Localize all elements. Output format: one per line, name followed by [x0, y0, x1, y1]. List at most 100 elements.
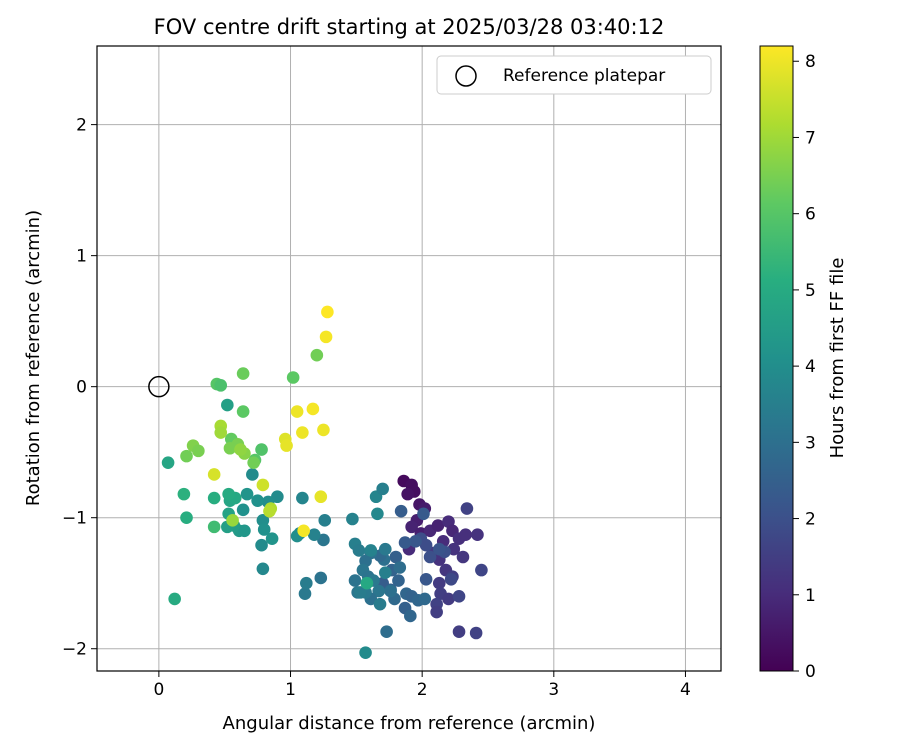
x-axis-ticks: 0 1 2 3 4 — [153, 671, 691, 700]
scatter-point — [207, 491, 221, 505]
scatter-point — [177, 487, 191, 501]
scatter-point — [384, 584, 397, 598]
scatter-point — [364, 544, 378, 557]
legend-label: Reference platepar — [503, 66, 665, 86]
scatter-point — [475, 563, 488, 577]
scatter-point — [432, 542, 446, 556]
scatter-point — [192, 444, 205, 458]
scatter-point — [247, 456, 260, 469]
scatter-point — [452, 625, 466, 638]
legend: Reference platepar — [436, 55, 712, 95]
scatter-point — [236, 367, 250, 380]
colorbar-tick-label: 0 — [805, 662, 816, 682]
scatter-point — [346, 512, 359, 526]
scatter-point — [352, 544, 366, 557]
scatter-point — [460, 502, 474, 515]
scatter-point — [296, 491, 309, 505]
x-tick-label: 2 — [417, 680, 428, 700]
scatter-point — [180, 511, 193, 524]
scatter-point — [401, 487, 414, 501]
scatter-point — [321, 305, 334, 319]
scatter-point — [256, 478, 270, 492]
y-axis-ticks: −2 −1 0 1 2 — [62, 116, 97, 660]
colorbar-ticks: 0 1 2 3 4 5 6 7 8 — [793, 52, 816, 682]
scatter-point — [297, 524, 310, 538]
scatter-point — [271, 490, 284, 504]
scatter-point — [398, 536, 412, 549]
scatter-point — [353, 586, 367, 599]
scatter-point — [469, 626, 483, 640]
colorbar-label: Hours from first FF file — [827, 258, 848, 459]
y-tick-label: 0 — [76, 378, 87, 398]
scatter-point — [431, 519, 445, 532]
scatter-point — [251, 494, 264, 507]
colorbar-tick-label: 3 — [805, 433, 816, 453]
colorbar-tick-label: 2 — [805, 510, 816, 530]
scatter-point — [318, 514, 332, 527]
scatter-point — [317, 423, 330, 437]
scatter-point — [359, 646, 372, 659]
scatter-point — [432, 576, 446, 590]
y-tick-label: −1 — [62, 509, 87, 529]
scatter-point — [263, 504, 276, 518]
y-tick-label: −2 — [62, 640, 87, 660]
colorbar-tick-label: 7 — [805, 128, 816, 148]
scatter-point — [256, 562, 270, 576]
scatter-point — [442, 592, 455, 606]
x-axis-label: Angular distance from reference (arcmin) — [223, 713, 596, 734]
scatter-point — [404, 609, 417, 623]
scatter-point — [419, 572, 433, 586]
scatter-point — [371, 507, 384, 521]
scatter-point — [236, 405, 250, 418]
scatter-point — [373, 597, 387, 611]
scatter-point — [393, 561, 407, 574]
colorbar-gradient — [759, 45, 794, 672]
scatter-point — [290, 405, 304, 418]
colorbar-tick-label: 5 — [805, 281, 816, 301]
scatter-point — [405, 520, 418, 534]
grid-lines — [97, 46, 721, 671]
x-tick-label: 0 — [153, 680, 164, 700]
scatter-point — [221, 398, 234, 412]
chart-title: FOV centre drift starting at 2025/03/28 … — [154, 15, 665, 39]
plot-frame — [96, 45, 722, 672]
scatter-point — [423, 550, 437, 564]
scatter-point — [240, 487, 254, 501]
reference-platepar-marker — [148, 375, 170, 398]
legend-box — [436, 55, 712, 95]
scatter-point — [319, 330, 333, 344]
scatter-point — [348, 574, 362, 587]
x-tick-label: 3 — [548, 680, 559, 700]
x-tick-label: 1 — [285, 680, 296, 700]
scatter-point — [257, 523, 271, 536]
colorbar-tick-label: 6 — [805, 205, 816, 225]
scatter-point — [168, 592, 181, 606]
scatter-point — [300, 576, 313, 590]
scatter-point — [222, 487, 235, 501]
scatter-point — [286, 371, 300, 384]
scatter-point — [161, 456, 175, 469]
scatter-point — [234, 443, 247, 456]
scatter-point — [409, 534, 422, 548]
scatter-point — [226, 514, 239, 527]
scatter-point — [298, 587, 312, 600]
scatter-point — [310, 348, 324, 362]
scatter-point — [471, 528, 484, 542]
y-tick-label: 1 — [76, 247, 87, 267]
legend-marker-icon — [455, 65, 477, 87]
colorbar: 0 1 2 3 4 5 6 7 8 Hours from first FF file — [759, 45, 848, 682]
scatter-point — [296, 426, 309, 439]
scatter-points — [161, 305, 488, 659]
scatter-point — [417, 507, 430, 521]
colorbar-tick-label: 4 — [805, 357, 816, 377]
scatter-point — [236, 503, 250, 517]
scatter-point — [314, 490, 328, 504]
scatter-point — [255, 538, 268, 552]
scatter-point — [265, 532, 279, 545]
colorbar-tick-label: 1 — [805, 586, 816, 606]
scatter-point — [306, 402, 320, 416]
scatter-point — [444, 572, 458, 586]
scatter-point — [255, 443, 268, 456]
scatter-point — [456, 550, 470, 564]
y-tick-label: 2 — [76, 116, 87, 136]
